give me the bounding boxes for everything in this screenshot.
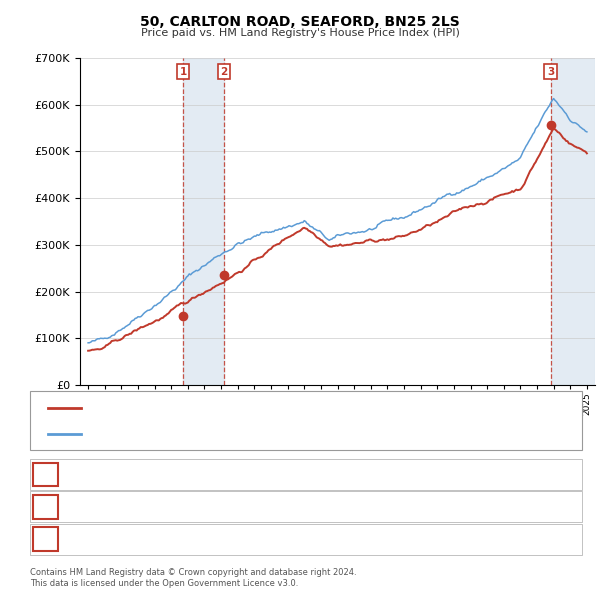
Bar bbox=[183, 58, 224, 385]
Text: 3: 3 bbox=[42, 535, 49, 544]
Text: 04-MAR-2003: 04-MAR-2003 bbox=[96, 502, 171, 512]
Text: 21% ↓ HPI: 21% ↓ HPI bbox=[408, 470, 467, 479]
Text: £147,500: £147,500 bbox=[276, 470, 329, 479]
Text: Contains HM Land Registry data © Crown copyright and database right 2024.: Contains HM Land Registry data © Crown c… bbox=[30, 568, 356, 576]
Text: 25-OCT-2022: 25-OCT-2022 bbox=[96, 535, 169, 544]
Text: 3: 3 bbox=[547, 67, 554, 77]
Text: £234,950: £234,950 bbox=[276, 502, 329, 512]
Text: This data is licensed under the Open Government Licence v3.0.: This data is licensed under the Open Gov… bbox=[30, 579, 298, 588]
Text: 8% ↓ HPI: 8% ↓ HPI bbox=[408, 502, 461, 512]
Text: 6% ↓ HPI: 6% ↓ HPI bbox=[408, 535, 460, 544]
Bar bbox=[551, 58, 595, 385]
Text: £557,000: £557,000 bbox=[276, 535, 329, 544]
Text: 1: 1 bbox=[179, 67, 187, 77]
Text: 1: 1 bbox=[42, 470, 49, 479]
Text: 50, CARLTON ROAD, SEAFORD, BN25 2LS: 50, CARLTON ROAD, SEAFORD, BN25 2LS bbox=[140, 15, 460, 29]
Text: HPI: Average price, detached house, Lewes: HPI: Average price, detached house, Lewe… bbox=[87, 429, 312, 438]
Text: 2: 2 bbox=[42, 502, 49, 512]
Text: 2: 2 bbox=[220, 67, 227, 77]
Text: 50, CARLTON ROAD, SEAFORD, BN25 2LS (detached house): 50, CARLTON ROAD, SEAFORD, BN25 2LS (det… bbox=[87, 403, 397, 412]
Text: Price paid vs. HM Land Registry's House Price Index (HPI): Price paid vs. HM Land Registry's House … bbox=[140, 28, 460, 38]
Text: 15-SEP-2000: 15-SEP-2000 bbox=[96, 470, 167, 479]
